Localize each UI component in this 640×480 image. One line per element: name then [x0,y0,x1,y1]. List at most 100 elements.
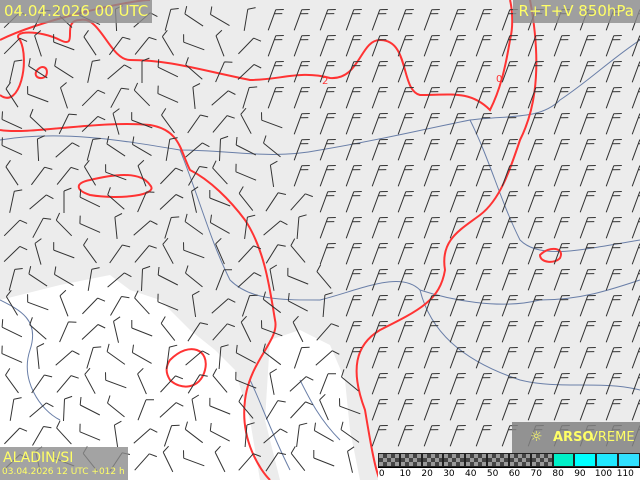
wind-barb [9,397,22,421]
wind-barb [631,373,640,395]
wind-barb [553,139,570,161]
wind-barb [244,214,256,239]
wind-barb [475,269,492,291]
wind-barb [63,395,73,422]
wind-barb [56,166,79,185]
wind-barb [501,87,518,109]
wind-barb [605,139,622,161]
wind-barb [290,238,306,263]
wind-barb [262,343,282,366]
wind-barb [191,186,199,213]
wind-barb [347,446,355,473]
wind-barb [423,113,440,135]
wind-barb [81,89,106,107]
wind-barb [605,269,622,291]
wind-barb [238,186,254,211]
wind-barb [501,295,518,317]
wind-barb [527,139,544,161]
wind-barb [137,367,147,395]
contour-label: 0 [496,74,502,85]
wind-barb [162,237,174,264]
wind-barb [263,135,281,158]
legend-swatch [574,453,597,467]
wind-barb [157,266,179,286]
wind-barb [527,321,544,343]
wind-barb [211,90,236,106]
wind-barb [631,35,640,57]
wind-barb [371,87,388,109]
wind-barb [107,187,125,210]
wind-barb [423,243,440,265]
wind-barb [293,346,310,369]
wind-barb [423,165,440,187]
wind-barb [449,321,466,343]
wind-barb [553,347,570,369]
wind-barb [605,217,622,239]
wind-barb [423,35,440,57]
wind-barb [235,136,257,156]
wind-barb [371,191,388,213]
wind-barb [345,9,362,31]
wind-barb [1,319,23,338]
wind-barb [371,347,388,369]
wind-barb [218,344,229,370]
legend-tick: 100 [594,469,613,479]
wind-barb [579,217,596,239]
wind-barb [475,373,492,395]
wind-barb [241,294,258,317]
wind-barb [5,160,19,186]
wind-barb [113,316,121,343]
wind-barb [527,113,544,135]
wind-barb [214,445,226,473]
wind-barb [475,35,492,57]
wind-barb [475,217,492,239]
wind-barb [449,139,466,161]
wind-barb [501,347,518,369]
wind-barb [345,61,362,83]
wind-barb [449,269,466,291]
wind-barb [238,453,261,471]
wind-barb [340,421,360,443]
wind-barb [296,214,307,240]
wind-barb [527,191,544,213]
wind-barb [449,87,466,109]
wind-barb [56,420,72,445]
wind-barb [83,159,97,186]
wind-barb [79,423,101,441]
wind-barb [107,272,132,288]
wind-barb [449,191,466,213]
wind-barb [553,61,570,83]
wind-barb [53,34,75,51]
wind-barb [371,295,388,317]
wind-barb [134,36,157,55]
wind-barb [59,289,69,317]
wind-barb [240,315,252,343]
wind-barb [184,421,204,444]
wind-barb [313,450,335,467]
wind-barb [159,194,184,210]
wind-barb [631,347,640,369]
wind-barb [449,165,466,187]
wind-barb [8,268,23,291]
wind-barb [265,400,286,420]
wind-barb [371,321,388,343]
wind-barb [397,243,414,265]
wind-barb [501,269,518,291]
wind-barb [183,34,205,51]
wind-barb [371,269,388,291]
legend-swatch [399,453,422,467]
wind-barb [87,59,101,83]
wind-barb [397,87,414,109]
wind-barb [29,317,47,340]
wind-barb [423,61,440,83]
wind-barb [345,295,362,317]
arso-logo[interactable]: ☼ ARSO VREME [512,422,640,453]
wind-barb [475,191,492,213]
wind-barb [449,61,466,83]
wind-barb [212,368,228,393]
wind-barb [114,213,123,239]
wind-barb [319,35,336,57]
wind-barb [187,374,208,394]
wind-barb [397,321,414,343]
